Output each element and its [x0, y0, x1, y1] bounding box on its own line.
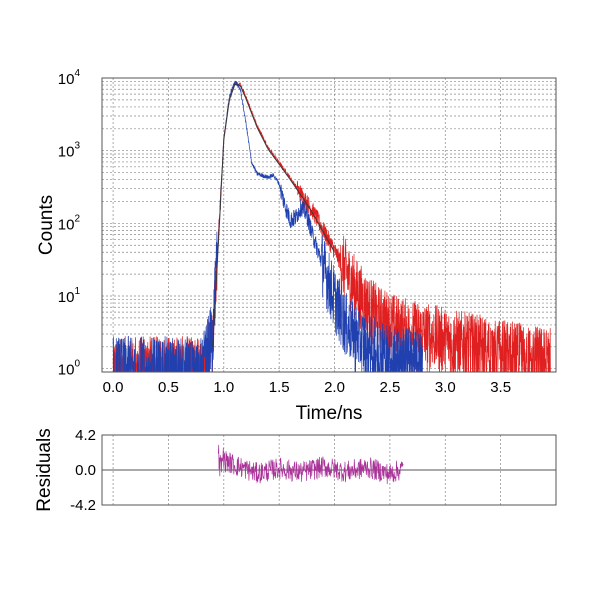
- residuals-y-axis-label: Residuals: [34, 428, 55, 511]
- y-axis-label: Counts: [36, 195, 57, 255]
- main-x-tick-labels: 0.0 0.5 1.0 1.5 2.0 2.5 3.0 3.5: [103, 379, 511, 396]
- residuals-chart: 4.2 0.0 -4.2 Residuals: [34, 427, 557, 514]
- y-tick-label: 102: [58, 213, 81, 233]
- x-tick-label: 1.0: [213, 379, 234, 396]
- y-tick-label: 101: [58, 286, 81, 306]
- y-tick-label: 100: [58, 359, 81, 379]
- residuals-y-tick-labels: 4.2 0.0 -4.2: [70, 427, 96, 514]
- x-tick-label: 0.5: [158, 379, 179, 396]
- residuals-y-tick-label: -4.2: [70, 497, 96, 514]
- x-tick-label: 0.0: [103, 379, 124, 396]
- decay-chart: 0.0 0.5 1.0 1.5 2.0 2.5 3.0 3.5 100 101 102 103 104…: [36, 68, 557, 424]
- x-tick-label: 2.0: [324, 379, 345, 396]
- residuals-y-tick-label: 0.0: [75, 462, 96, 479]
- series-fit-line: [212, 83, 335, 347]
- residuals-y-tick-label: 4.2: [75, 427, 96, 444]
- x-tick-label: 1.5: [269, 379, 290, 396]
- main-plot-frame: [101, 77, 557, 373]
- x-axis-label: Time/ns: [296, 403, 363, 424]
- y-tick-label: 103: [58, 141, 81, 161]
- residuals-series-group: [217, 444, 404, 485]
- residuals-plot-frame: [101, 434, 557, 506]
- main-gridlines: [102, 77, 556, 372]
- x-tick-label: 3.0: [435, 379, 456, 396]
- residuals-series-line: [217, 444, 404, 485]
- x-tick-label: 3.5: [490, 379, 511, 396]
- main-y-tick-labels: 100 101 102 103 104: [58, 68, 81, 379]
- x-tick-label: 2.5: [379, 379, 400, 396]
- y-tick-label: 104: [58, 68, 81, 88]
